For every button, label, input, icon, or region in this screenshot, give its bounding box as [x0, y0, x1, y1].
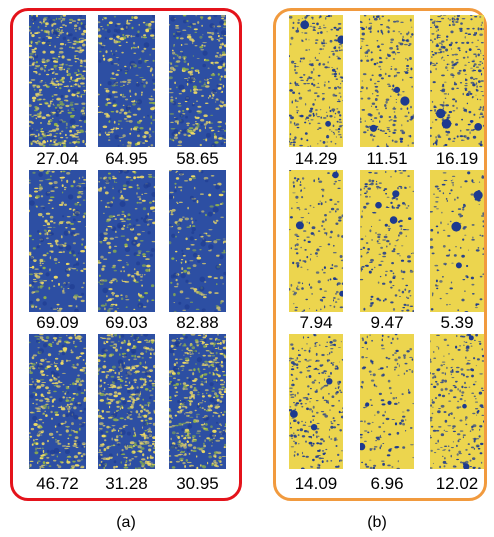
sample-image	[289, 170, 343, 312]
sample-image	[169, 334, 226, 469]
sample-image	[360, 15, 414, 147]
sample-value-label: 69.03	[105, 313, 148, 332]
caption-b: (b)	[367, 514, 387, 531]
sample-value-label: 82.88	[176, 313, 219, 332]
sample-image	[169, 170, 226, 312]
sample-image	[98, 15, 155, 147]
panel-b-frame	[273, 8, 487, 501]
sample-value-label: 14.29	[294, 149, 338, 168]
sample-image	[430, 15, 484, 147]
sample-value-label: 64.95	[105, 149, 148, 168]
sample-value-label: 30.95	[176, 474, 219, 493]
sample-value-label: 46.72	[36, 474, 79, 493]
panel-a-frame	[10, 8, 242, 501]
sample-image	[430, 170, 484, 312]
sample-image	[289, 334, 343, 469]
caption-a: (a)	[116, 514, 136, 531]
sample-image	[98, 170, 155, 312]
sample-image	[29, 15, 86, 147]
sample-value-label: 14.09	[294, 474, 338, 493]
sample-value-label: 6.96	[370, 474, 404, 493]
sample-image	[98, 334, 155, 469]
sample-image	[29, 334, 86, 469]
sample-value-label: 27.04	[36, 149, 79, 168]
sample-value-label: 12.02	[435, 474, 479, 493]
sample-value-label: 58.65	[176, 149, 219, 168]
sample-image	[289, 15, 343, 147]
sample-image	[169, 15, 226, 147]
sample-value-label: 69.09	[36, 313, 79, 332]
sample-value-label: 9.47	[370, 313, 404, 332]
sample-image	[430, 334, 484, 469]
sample-value-label: 31.28	[105, 474, 148, 493]
sample-value-label: 7.94	[299, 313, 333, 332]
sample-image	[29, 170, 86, 312]
sample-image	[360, 170, 414, 312]
sample-value-label: 16.19	[435, 149, 479, 168]
sample-value-label: 11.51	[366, 149, 408, 168]
sample-image	[360, 334, 414, 469]
sample-value-label: 5.39	[440, 313, 474, 332]
